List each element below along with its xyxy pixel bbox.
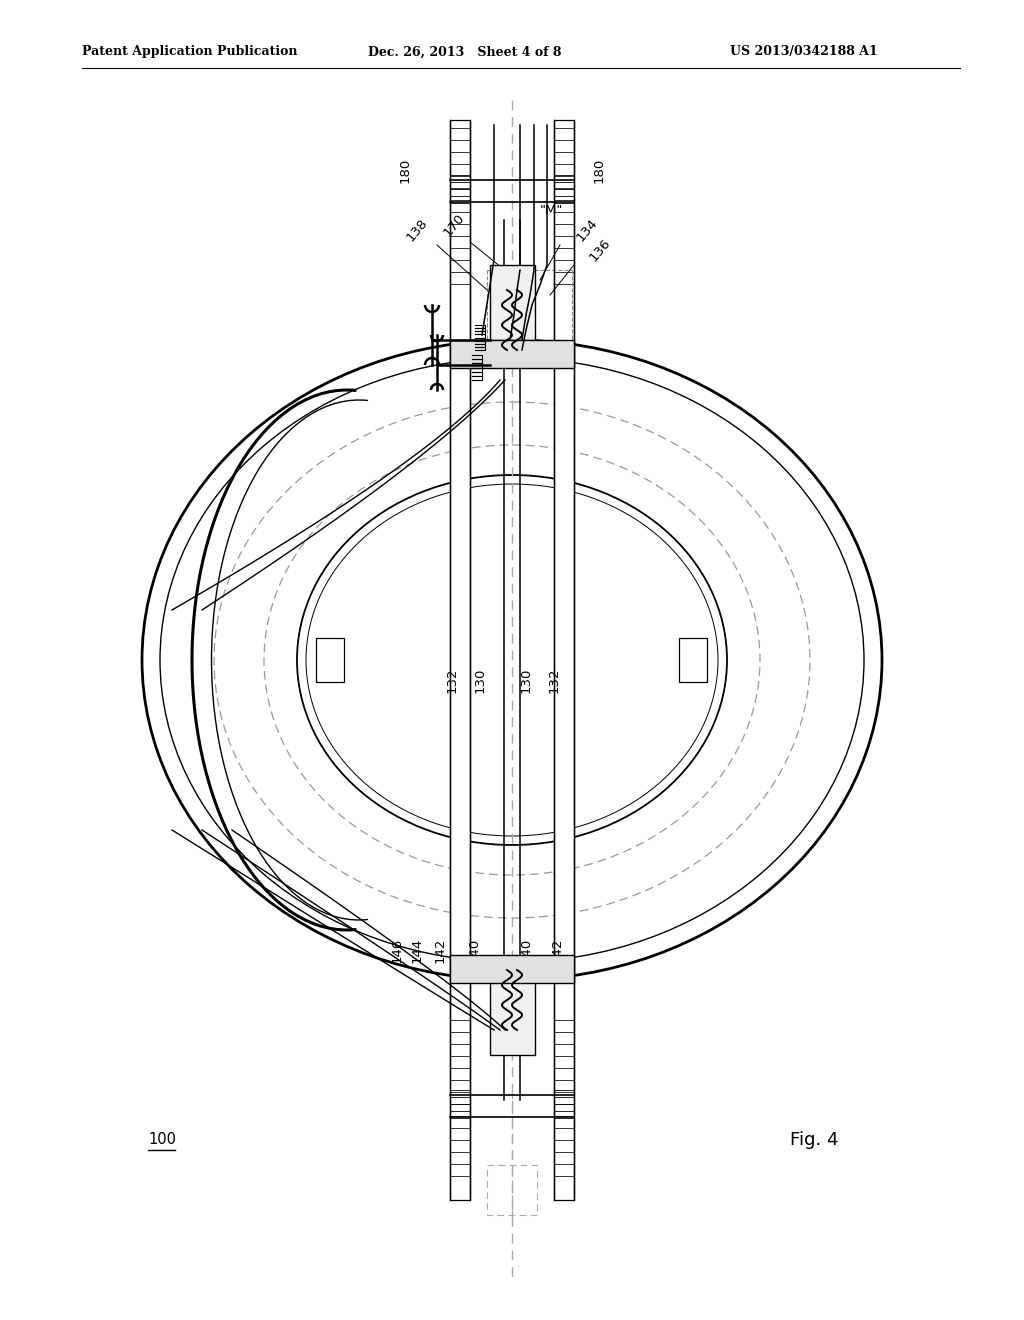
Text: "M": "M" <box>540 203 563 216</box>
Text: 130: 130 <box>473 668 486 693</box>
Text: 140: 140 <box>468 937 480 962</box>
Bar <box>490 265 535 341</box>
Text: 146: 146 <box>390 937 403 962</box>
Bar <box>450 954 574 983</box>
Bar <box>490 979 535 1055</box>
Bar <box>554 120 574 1200</box>
Text: 132: 132 <box>445 667 459 693</box>
Text: US 2013/0342188 A1: US 2013/0342188 A1 <box>730 45 878 58</box>
Text: 142: 142 <box>433 937 446 962</box>
Text: 180: 180 <box>398 157 412 182</box>
Text: 134: 134 <box>574 216 600 244</box>
Text: 130: 130 <box>519 668 532 693</box>
Text: 138: 138 <box>403 216 430 244</box>
Text: 144: 144 <box>411 937 424 962</box>
Bar <box>487 1166 537 1214</box>
Text: 170: 170 <box>441 211 467 239</box>
Bar <box>450 120 470 1200</box>
Text: 140: 140 <box>519 937 532 962</box>
Text: 136: 136 <box>587 236 613 264</box>
Text: 180: 180 <box>593 157 605 182</box>
Bar <box>450 341 574 368</box>
Text: 142: 142 <box>551 937 563 962</box>
Bar <box>679 638 707 682</box>
Bar <box>316 638 344 682</box>
Text: Dec. 26, 2013   Sheet 4 of 8: Dec. 26, 2013 Sheet 4 of 8 <box>368 45 561 58</box>
Text: Fig. 4: Fig. 4 <box>790 1131 839 1148</box>
Text: 100: 100 <box>148 1133 176 1147</box>
Text: Patent Application Publication: Patent Application Publication <box>82 45 298 58</box>
Text: 132: 132 <box>548 667 560 693</box>
